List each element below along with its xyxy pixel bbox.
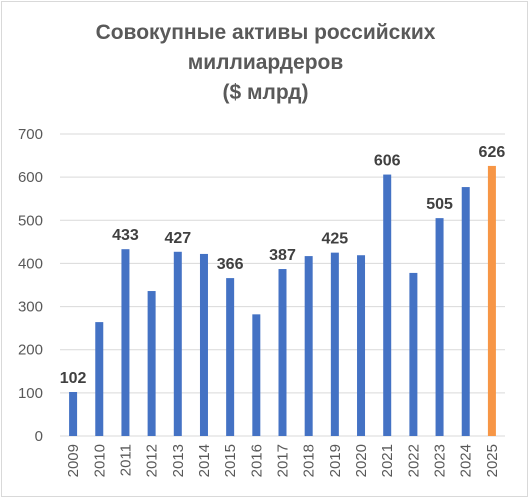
bar	[173, 251, 182, 436]
bar	[95, 322, 104, 436]
x-tick-label: 2010	[91, 444, 108, 477]
y-tick-label: 100	[18, 385, 43, 402]
data-label: 626	[479, 144, 506, 161]
chart-title: Совокупные активы российских миллиардеро…	[0, 18, 531, 108]
bar	[226, 278, 235, 436]
x-tick-label: 2024	[458, 444, 475, 477]
data-label: 606	[374, 153, 401, 170]
bar	[252, 314, 261, 436]
bar	[357, 255, 366, 436]
y-tick-label: 300	[18, 299, 43, 316]
x-tick-label: 2012	[144, 444, 161, 477]
data-label: 505	[426, 196, 453, 213]
data-label: 387	[269, 247, 296, 264]
x-tick-label: 2009	[65, 444, 82, 477]
data-label: 425	[322, 231, 349, 248]
bar	[330, 252, 339, 436]
data-label: 427	[164, 230, 191, 247]
x-tick-label: 2022	[405, 444, 422, 477]
x-tick-label: 2019	[327, 444, 344, 477]
bar	[461, 187, 470, 436]
data-label: 102	[60, 370, 87, 387]
y-tick-label: 0	[35, 428, 43, 445]
chart-title-line-2: миллиардеров	[187, 51, 344, 74]
bar	[278, 269, 287, 436]
y-tick-label: 500	[18, 212, 43, 229]
x-tick-label: 2011	[117, 444, 134, 476]
x-tick-label: 2017	[275, 444, 292, 477]
bar	[147, 291, 156, 436]
x-tick-label: 2014	[196, 444, 213, 477]
chart-title-line-1: Совокупные активы российских	[95, 21, 436, 44]
y-tick-label: 200	[18, 342, 43, 359]
bar	[487, 165, 496, 436]
bar	[121, 249, 130, 436]
x-tick-label: 2025	[484, 444, 501, 477]
chart-title-line-3: ($ млрд)	[222, 81, 309, 104]
bar	[199, 253, 208, 436]
y-tick-label: 700	[18, 126, 43, 143]
bar	[409, 272, 418, 436]
x-tick-label: 2015	[222, 444, 239, 477]
bar	[383, 174, 392, 436]
y-tick-label: 600	[18, 169, 43, 186]
x-tick-label: 2018	[301, 444, 318, 477]
data-label: 366	[217, 256, 244, 273]
x-tick-label: 2021	[379, 444, 396, 477]
x-tick-label: 2020	[353, 444, 370, 477]
x-tick-label: 2016	[248, 444, 265, 477]
bar	[69, 391, 78, 436]
data-label: 433	[112, 227, 139, 244]
x-tick-label: 2023	[432, 444, 449, 477]
bar	[435, 218, 444, 436]
y-tick-label: 400	[18, 255, 43, 272]
x-tick-label: 2013	[170, 444, 187, 477]
bar	[304, 256, 313, 436]
